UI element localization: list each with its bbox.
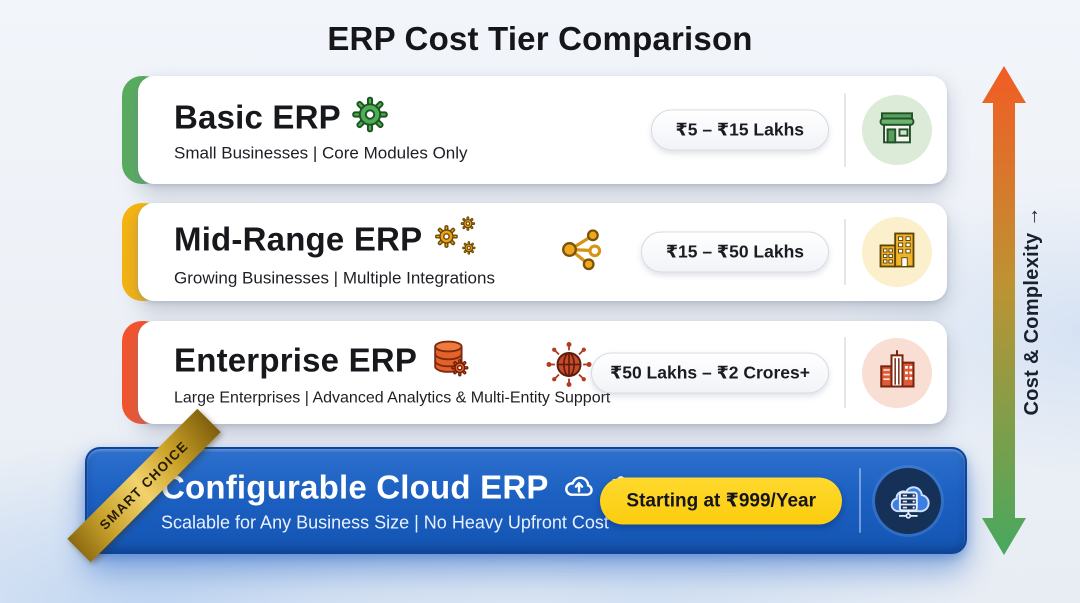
tier-subtitle: Scalable for Any Business Size | No Heav… xyxy=(161,512,609,532)
skyscraper-icon xyxy=(875,348,919,397)
divider xyxy=(844,218,846,286)
tier-card-body: Mid-Range ERP xyxy=(138,203,947,301)
price-pill: ₹50 Lakhs – ₹2 Crores+ xyxy=(591,352,829,393)
price-pill: Starting at ₹999/Year xyxy=(600,477,842,524)
divider xyxy=(844,337,846,408)
tier-title: Enterprise ERP xyxy=(174,341,418,379)
tier-card-mid-range: Mid-Range ERP xyxy=(122,203,947,301)
cloud-upload-icon xyxy=(560,468,598,507)
tier-subtitle: Small Businesses | Core Modules Only xyxy=(174,143,468,163)
globe-network-icon xyxy=(546,341,592,392)
price-pill: ₹5 – ₹15 Lakhs xyxy=(650,109,829,151)
page-title: ERP Cost Tier Comparison xyxy=(327,20,753,57)
tier-card-basic: Basic ERP Small Businesses | Core Module… xyxy=(122,76,947,184)
tier-title: Configurable Cloud ERP xyxy=(161,468,549,506)
cost-complexity-label: Cost & Complexity → xyxy=(1021,206,1043,416)
office-buildings-icon xyxy=(875,228,919,277)
cost-complexity-arrow-icon xyxy=(976,66,1032,561)
tier-subtitle: Growing Businesses | Multiple Integratio… xyxy=(174,268,495,288)
database-gear-icon xyxy=(428,338,470,383)
tier-badge xyxy=(875,467,941,534)
storefront-icon xyxy=(876,107,918,154)
tier-badge xyxy=(862,337,932,408)
tier-card-body: Enterprise ERP Large Enterprises | Adva xyxy=(138,321,947,424)
tier-title: Mid-Range ERP xyxy=(174,220,423,257)
tier-badge xyxy=(862,217,932,287)
tier-card-body: Basic ERP Small Businesses | Core Module… xyxy=(138,76,947,184)
cloud-server-icon xyxy=(882,472,934,529)
divider xyxy=(844,93,846,167)
tier-card-enterprise: Enterprise ERP Large Enterprises | Adva xyxy=(122,321,947,424)
gear-icon xyxy=(352,96,388,138)
divider xyxy=(859,467,861,534)
price-pill: ₹15 – ₹50 Lakhs xyxy=(640,231,829,273)
tier-card-cloud: Configurable Cloud ERP Scalable for Any … xyxy=(85,447,967,554)
tier-title: Basic ERP xyxy=(174,98,341,135)
share-network-icon xyxy=(558,227,604,278)
tier-badge xyxy=(862,95,932,165)
gears-icon xyxy=(433,216,479,263)
tier-subtitle: Large Enterprises | Advanced Analytics &… xyxy=(174,389,611,406)
